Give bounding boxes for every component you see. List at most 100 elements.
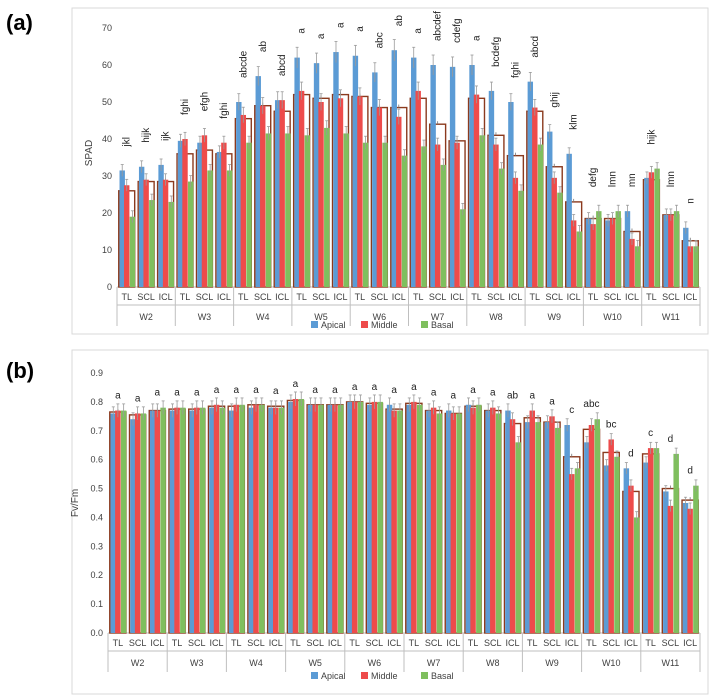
- panel-b-bar-basal: [298, 399, 304, 633]
- panel-a-category-label: ICL: [567, 292, 581, 302]
- panel-a-bar-middle: [298, 90, 305, 288]
- panel-a-bar-apical: [411, 57, 417, 287]
- panel-b-bar-apical: [209, 407, 215, 633]
- panel-a-bar-basal: [615, 211, 621, 287]
- panel-b-bar-apical: [505, 410, 511, 633]
- panel-a-category-label: ICL: [508, 292, 522, 302]
- panel-a-significance-letter: lmn: [666, 171, 677, 187]
- panel-a-bar-apical: [255, 76, 261, 287]
- panel-b-category-label: TL: [172, 638, 183, 648]
- panel-b-bar-basal: [614, 456, 620, 633]
- panel-a-bar-apical: [527, 81, 534, 288]
- panel-a-y-tick-label: 60: [102, 60, 112, 70]
- panel-b-bar-apical: [288, 401, 294, 633]
- panel-b-y-tick-label: 0.1: [90, 599, 103, 609]
- panel-a-bar-apical: [624, 211, 631, 287]
- panel-a-significance-letter: abcd: [530, 36, 541, 58]
- panel-b-category-label: SCL: [306, 638, 324, 648]
- panel-a-category-label: TL: [530, 292, 541, 302]
- panel-b-bar-middle: [253, 404, 259, 633]
- panel-a-y-tick-label: 70: [102, 23, 112, 33]
- panel-b-significance-letter: a: [312, 385, 318, 396]
- panel-b-y-tick-label: 0.5: [90, 484, 103, 494]
- panel-b-group-label: W8: [486, 658, 500, 668]
- panel-b-significance-letter: d: [628, 448, 634, 459]
- panel-a-bar-apical: [333, 52, 339, 287]
- panel-a-significance-letter: hijk: [141, 127, 152, 143]
- panel-b-bar-apical: [248, 407, 255, 633]
- panel-a-significance-letter: ghij: [549, 92, 560, 108]
- panel-a-bar-basal: [382, 142, 388, 287]
- panel-b-category-label: SCL: [425, 638, 443, 648]
- panel-b-bar-apical: [643, 462, 649, 633]
- panel-a-bar-middle: [240, 114, 247, 287]
- panel-a-category-label: ICL: [275, 292, 289, 302]
- panel-b-bar-apical: [465, 404, 472, 633]
- panel-a-category-label: SCL: [487, 292, 505, 302]
- panel-b-bar-middle: [312, 404, 318, 633]
- panel-a-significance-letter: klm: [569, 114, 580, 130]
- panel-a-bar-apical: [663, 214, 670, 287]
- panel-b-significance-letter: a: [451, 391, 457, 402]
- panel-a-bar-apical: [216, 151, 223, 287]
- panel-b-bar-middle: [332, 404, 338, 633]
- panel-b-bar-middle: [509, 419, 516, 633]
- panel-b-bar-middle: [371, 401, 378, 633]
- panel-b-bar-basal: [120, 410, 127, 633]
- panel-a-bar-apical: [683, 227, 689, 287]
- panel-a-bar-apical: [566, 153, 572, 287]
- panel-a-significance-letter: cdefg: [452, 18, 463, 42]
- panel-a-bar-apical: [488, 90, 495, 288]
- panel-a-significance-letter: mn: [627, 173, 638, 187]
- panel-a-category-label: TL: [296, 292, 307, 302]
- panel-b-y-tick-label: 0.2: [90, 570, 103, 580]
- panel-a-bar-basal: [576, 231, 583, 287]
- panel-a-significance-letter: abc: [374, 32, 385, 48]
- panel-a-y-tick-label: 20: [102, 208, 112, 218]
- panel-a-bar-basal: [285, 133, 291, 287]
- panel-b-category-label: TL: [468, 638, 479, 648]
- panel-a-bar-middle: [629, 238, 635, 287]
- panel-b-significance-letter: a: [115, 391, 121, 402]
- panel-a-bar-apical: [585, 218, 592, 287]
- panel-b-bar-basal: [239, 404, 245, 633]
- panel-a-bar-apical: [294, 57, 300, 287]
- panel-b-bar-apical: [544, 422, 551, 633]
- panel-b-bar-apical: [150, 410, 156, 633]
- panel-b-group-label: W7: [427, 658, 441, 668]
- panel-a-bar-apical: [236, 102, 242, 287]
- panel-b-bar-middle: [628, 485, 634, 633]
- panel-a-bar-apical: [372, 72, 378, 288]
- panel-b-bar-middle: [430, 407, 437, 633]
- panel-a: (a) SPAD 0 10 20 30 40 50 60 70 jkl TL hijk SCL ijk I…: [6, 7, 709, 335]
- panel-b-category-label: SCL: [484, 638, 502, 648]
- panel-a-bar-basal: [693, 246, 699, 287]
- panel-b-category-label: ICL: [210, 638, 224, 648]
- panel-b-category-label: ICL: [150, 638, 164, 648]
- panel-b-y-tick-label: 0.6: [90, 455, 103, 465]
- panel-a-significance-letter: ab: [394, 15, 405, 27]
- panel-b-category-label: ICL: [328, 638, 342, 648]
- panel-a-significance-letter: a: [413, 28, 424, 34]
- panel-a-significance-letter: abcdef: [433, 11, 444, 41]
- panel-a-bar-basal: [440, 164, 447, 287]
- panel-a-bar-middle: [279, 100, 285, 288]
- panel-a-category-label: ICL: [333, 292, 347, 302]
- panel-a-bar-middle: [551, 177, 557, 287]
- panel-b-significance-letter: a: [155, 388, 161, 399]
- panel-a-category-label: SCL: [371, 292, 389, 302]
- panel-b: (b) Fv/Fm 0.0 0.1 0.2 0.3 0.4 0.5 0.6 0.7 0.8 0.9…: [6, 349, 709, 695]
- panel-b-category-label: TL: [113, 638, 124, 648]
- panel-b-significance-letter: a: [293, 379, 299, 390]
- panel-b-bar-apical: [386, 404, 393, 633]
- panel-a-bar-basal: [654, 168, 660, 287]
- panel-a-bar-middle: [182, 139, 188, 287]
- panel-b-y-tick-label: 0.9: [90, 368, 103, 378]
- panel-b-category-label: TL: [349, 638, 360, 648]
- panel-a-bar-apical: [469, 65, 475, 287]
- panel-b-category-label: TL: [527, 638, 538, 648]
- panel-a-bar-basal: [149, 200, 155, 287]
- panel-b-bar-apical: [564, 425, 570, 633]
- panel-b-bar-middle: [529, 410, 536, 633]
